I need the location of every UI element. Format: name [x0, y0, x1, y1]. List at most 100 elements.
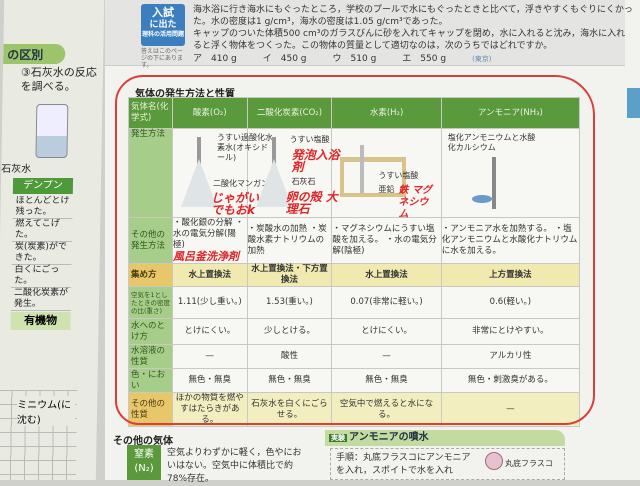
section-title: 気体の発生方法と性質 [135, 89, 235, 100]
handwritten-note: 鉄 マグネシウム [398, 185, 432, 220]
badge-line1: 入試 [152, 6, 174, 19]
row-label: その他の発生方法 [128, 217, 173, 264]
choice: イ 450 g [262, 54, 307, 64]
experiment-tag: 実験 [329, 434, 347, 442]
cell-text: ・酸化銀の分解 ・水の電気分解(陽極) [173, 218, 244, 250]
cell: 無色・無臭 [331, 368, 442, 393]
row-label: その他の性質 [128, 392, 173, 427]
flask-icon [255, 159, 292, 207]
cell: 無色・無臭 [246, 368, 333, 393]
stand-icon [340, 157, 407, 197]
funnel-icon [271, 137, 276, 167]
cell: 酸性 [246, 344, 333, 369]
funnel-icon [197, 137, 201, 167]
starch-cell: 燃えてこげた。 [11, 219, 73, 242]
n2-text: 空気よりわずかに軽く，色やにおいはない。空気中に体積比で約78%存在。 [167, 448, 302, 484]
choice: エ 550 g [402, 54, 447, 64]
starch-header: デンプン [12, 178, 74, 194]
cell: ・マグネシウムにうすい塩酸を加える。 ・水の電気分解(陰極) [331, 217, 442, 264]
starch-cell: 白くにごった。 [11, 265, 72, 288]
cell: 石灰水を白くにごらせる。 [246, 392, 333, 427]
cell: 1.11(少し重い。) [172, 286, 248, 319]
cell: とけにくい。 [172, 318, 248, 345]
cell: 少しとける。 [246, 318, 333, 345]
apparatus-co2: うすい塩酸 発泡入浴剤 石灰石 卵の殻 大理石 [246, 128, 340, 218]
cell: 0.6(軽い。) [440, 286, 581, 319]
cell: 非常にとけやすい。 [440, 318, 581, 345]
gas-table: 気体名(化学式) 酸素(O₂) 二酸化炭素(CO₂) 水素(H₂) アンモニア(… [128, 97, 581, 427]
handwritten-note: 発泡入浴剤 [291, 148, 340, 174]
quiz-choices: ア 410 g イ 450 g ウ 510 g エ 550 g (東京) [193, 53, 633, 65]
table-row: その他の性質 ほかの物質を燃やすはたらきがある。 石灰水を白くにごらせる。 空気… [128, 392, 581, 427]
choice: ア 410 g [193, 54, 237, 64]
apparatus-hydrogen: うすい塩酸 亜鉛 鉄 マグネシウム [331, 128, 442, 220]
badge-line3: 理科の活用問題 [141, 31, 184, 38]
cell: — [331, 344, 442, 369]
graph-label: ミニウム(に沈む) [16, 396, 76, 426]
organic-result: 有機物 [10, 312, 71, 330]
n2-name: 窒素 [134, 449, 154, 460]
left-page: の区別 ③石灰水の反応を調べる。 石灰水 デンプン ほとんどとけ残った。 燃えて… [0, 0, 105, 480]
row-label: 発生方法 [128, 128, 173, 218]
right-page: 入試 に出た 理科の活用問題 答えはこのページの下にあります。 海水浴に行き海水… [105, 0, 640, 484]
stand-icon [491, 157, 496, 209]
starch-cell: 二酸化炭素が発生。 [10, 288, 72, 311]
cell: ほかの物質を燃やすはたらきがある。 [172, 392, 248, 427]
gas-ammonia: アンモニア(NH₃) [440, 97, 581, 129]
choice: ウ 510 g [332, 54, 377, 64]
header-label: 気体名(化学式) [128, 97, 173, 129]
reagent-label: うすい塩酸 [289, 135, 330, 144]
cell: 1.53(重い。) [246, 286, 333, 319]
cell: ・炭酸水の加熱 ・炭酸水素ナトリウムの加熱 [246, 217, 333, 264]
table-header-row: 気体名(化学式) 酸素(O₂) 二酸化炭素(CO₂) 水素(H₂) アンモニア(… [128, 97, 581, 129]
reagent-label: 二酸化マンガン [213, 179, 269, 188]
handwritten-note: 風呂釜洗浄剤 [173, 250, 239, 263]
cell: 無色・無臭 [172, 368, 248, 393]
other-gases-title: その他の気体 [113, 436, 173, 447]
apparatus-ammonia: 塩化アンモニウムと水酸化カルシウム [440, 128, 581, 218]
round-flask-icon [485, 452, 503, 470]
reagent-label: 亜鉛 [378, 185, 395, 194]
experiment-title: アンモニアの噴水 [349, 432, 429, 443]
quiz-para2: キャップのついた体積500 cm³のガラスびんに砂を入れてキャップを閉め，水に入… [193, 29, 626, 51]
cell: — [172, 344, 248, 369]
reagent-label: うすい過酸化水素水(オキシドール) [217, 133, 273, 162]
quiz-text: 海水浴に行き海水にもぐったところ，学校のプールで水にもぐったときと比べて，浮きや… [193, 4, 633, 65]
handwritten-note: 卵の殻 大理石 [285, 190, 338, 216]
gas-oxygen: 酸素(O₂) [172, 97, 248, 129]
limewater-label: 石灰水 [1, 164, 32, 175]
table-row: 空気を1としたときの密度の比(重さ) 1.11(少し重い。) 1.53(重い。)… [128, 286, 581, 319]
flask-icon [181, 159, 217, 207]
row-label: 水へのとけ方 [128, 318, 173, 345]
reagent-label: 石灰石 [291, 177, 316, 186]
quiz-box: 入試 に出た 理科の活用問題 答えはこのページの下にあります。 海水浴に行き海水… [105, 0, 633, 69]
cell: 無色・刺激臭がある。 [440, 368, 581, 393]
table-row: その他の発生方法 ・酸化銀の分解 ・水の電気分解(陽極) 風呂釜洗浄剤 ・炭酸水の… [128, 217, 581, 264]
gas-hydrogen: 水素(H₂) [331, 97, 442, 129]
test-tube-icon [360, 145, 365, 193]
badge-line2: に出た [149, 20, 177, 30]
nitrogen-badge: 窒素 (N₂) [127, 445, 161, 480]
reagent-label: うすい塩酸 [378, 171, 419, 180]
cell: 水上置換法・下方置換法 [246, 263, 333, 287]
cell: 上方置換法 [440, 263, 581, 287]
table-row: 水へのとけ方 とけにくい。 少しとける。 とけにくい。 非常にとけやすい。 [128, 318, 581, 345]
table-row: 色・におい 無色・無臭 無色・無臭 無色・無臭 無色・刺激臭がある。 [128, 368, 581, 393]
burner-icon [471, 195, 492, 203]
row-label: 色・におい [128, 368, 173, 393]
graph: ミニウム(に沈む) [0, 390, 78, 480]
method-row: 発生方法 うすい過酸化水素水(オキシドール) 二酸化マンガン じゃがいもでもおk… [128, 128, 581, 220]
left-section-title: の区別 [3, 44, 66, 64]
quiz-badge: 入試 に出た 理科の活用問題 [141, 4, 185, 46]
apparatus-oxygen: うすい過酸化水素水(オキシドール) 二酸化マンガン じゃがいもでもおk [172, 128, 273, 218]
flask-label: 丸底フラスコ [505, 459, 553, 468]
quiz-source: (東京) [472, 55, 492, 63]
jar-illustration [35, 104, 69, 158]
table-row: 水溶液の性質 — 酸性 — アルカリ性 [128, 344, 581, 369]
gas-co2: 二酸化炭素(CO₂) [246, 97, 333, 129]
cell: 水上置換法 [172, 263, 248, 287]
experiment-header: 実験 アンモニアの噴水 [325, 430, 565, 446]
page-tab [627, 88, 640, 118]
starch-cells: ほとんどとけ残った。 燃えてこげた。 炭(炭素)ができた。 白くにごった。 二酸… [10, 196, 73, 311]
left-step: ③石灰水の反応を調べる。 [20, 66, 97, 93]
